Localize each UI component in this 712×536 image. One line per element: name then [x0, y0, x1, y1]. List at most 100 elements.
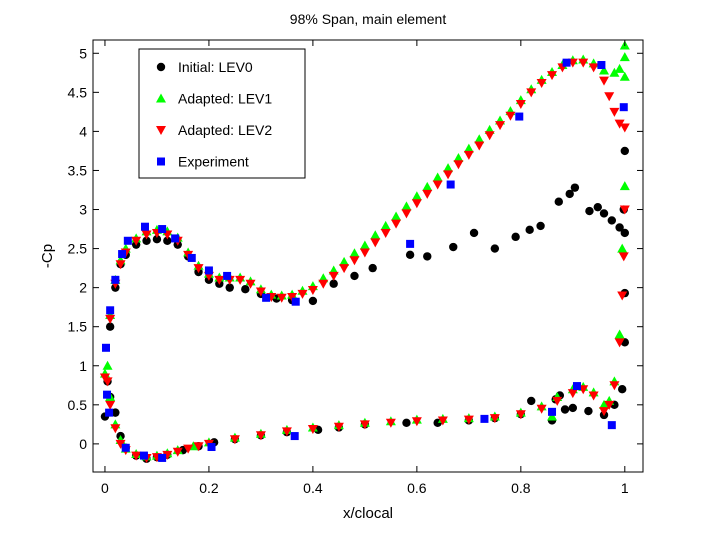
x-axis-label: x/clocal: [343, 505, 393, 522]
data-point: [121, 443, 130, 452]
data-point: [105, 408, 114, 417]
data-point: [614, 329, 625, 339]
data-point: [609, 67, 620, 77]
data-point: [308, 296, 318, 306]
data-point: [105, 314, 116, 324]
data-point: [422, 189, 433, 199]
data-point: [385, 418, 396, 428]
data-point: [118, 250, 127, 259]
data-point: [225, 283, 234, 292]
legend-label: Experiment: [178, 154, 249, 170]
data-point: [463, 150, 474, 160]
plot-marks: [99, 40, 630, 463]
data-point: [207, 443, 216, 452]
data-point: [405, 250, 415, 260]
data-point: [359, 420, 370, 430]
data-point: [411, 417, 422, 427]
data-point: [480, 414, 489, 423]
data-point: [262, 293, 271, 302]
y-axis-label: -Cp: [39, 244, 56, 268]
legend: Initial: LEV0 Adapted: LEV1 Adapted: LEV2 E…: [138, 48, 306, 179]
data-point: [115, 260, 126, 270]
data-point: [106, 306, 115, 315]
data-point: [391, 219, 402, 229]
chart-title: 98% Span, main element: [290, 11, 447, 27]
data-point: [547, 411, 558, 421]
y-tick-label: 1.5: [68, 319, 88, 335]
data-point: [536, 404, 547, 414]
data-point: [187, 253, 196, 262]
data-point: [474, 134, 485, 144]
data-point: [599, 407, 610, 417]
data-point: [333, 422, 344, 432]
data-point: [131, 236, 142, 246]
data-point: [599, 209, 609, 218]
data-point: [463, 143, 474, 153]
data-point: [111, 408, 120, 417]
data-point: [463, 415, 474, 425]
axes: 0 0.2 0.4 0.6 0.8 1 0 0.5 1 1.5 2 2.5 3 3.5 4 4.5 5: [68, 39, 644, 496]
data-point: [565, 189, 574, 199]
data-point: [139, 451, 148, 460]
legend-label: Initial: LEV0: [178, 59, 253, 75]
data-point: [245, 279, 256, 289]
data-point: [615, 223, 624, 232]
data-point: [614, 338, 625, 348]
data-point: [255, 287, 266, 297]
data-point: [290, 432, 299, 441]
data-point: [619, 52, 630, 62]
data-point: [619, 103, 628, 112]
y-tick-label: 4.5: [68, 84, 88, 100]
data-point: [552, 396, 563, 406]
data-point: [607, 216, 617, 225]
data-point: [511, 232, 520, 242]
data-point: [162, 450, 173, 460]
data-point: [620, 146, 630, 156]
data-point: [103, 390, 112, 399]
y-tick-label: 4: [79, 123, 87, 139]
data-point: [141, 230, 152, 240]
data-point: [163, 236, 172, 245]
data-point: [614, 119, 625, 129]
data-point: [619, 123, 630, 133]
data-point: [604, 92, 615, 102]
x-tick-label: 0.6: [407, 480, 427, 496]
y-tick-label: 0: [79, 436, 87, 452]
data-point: [391, 211, 402, 221]
series-square: [101, 58, 628, 462]
data-point: [560, 405, 570, 414]
data-point: [291, 297, 300, 306]
data-point: [567, 389, 578, 399]
x-tick-label: 0.4: [303, 480, 323, 496]
data-point: [617, 291, 628, 301]
data-point: [617, 243, 628, 253]
data-point: [158, 453, 167, 462]
data-point: [443, 170, 454, 180]
data-point: [599, 399, 610, 409]
data-point: [453, 152, 464, 162]
data-point: [307, 285, 318, 295]
data-point: [505, 111, 516, 121]
data-point: [609, 381, 620, 391]
data-point: [401, 201, 412, 211]
data-point: [102, 377, 113, 387]
data-point: [380, 220, 391, 230]
data-point: [241, 285, 250, 294]
data-point: [548, 407, 557, 416]
data-point: [359, 248, 370, 258]
data-point: [350, 271, 359, 281]
data-point: [380, 228, 391, 238]
data-point: [402, 418, 411, 427]
data-point: [599, 76, 610, 86]
y-tick-label: 1: [79, 358, 87, 374]
data-point: [618, 252, 629, 262]
data-point: [604, 400, 615, 410]
data-point: [495, 121, 506, 131]
data-point: [370, 230, 381, 240]
data-point: [406, 239, 415, 248]
data-point: [568, 403, 578, 413]
x-tick-label: 0.8: [511, 480, 531, 496]
data-point: [307, 425, 318, 435]
legend-marker: [156, 93, 166, 103]
data-point: [214, 275, 225, 285]
